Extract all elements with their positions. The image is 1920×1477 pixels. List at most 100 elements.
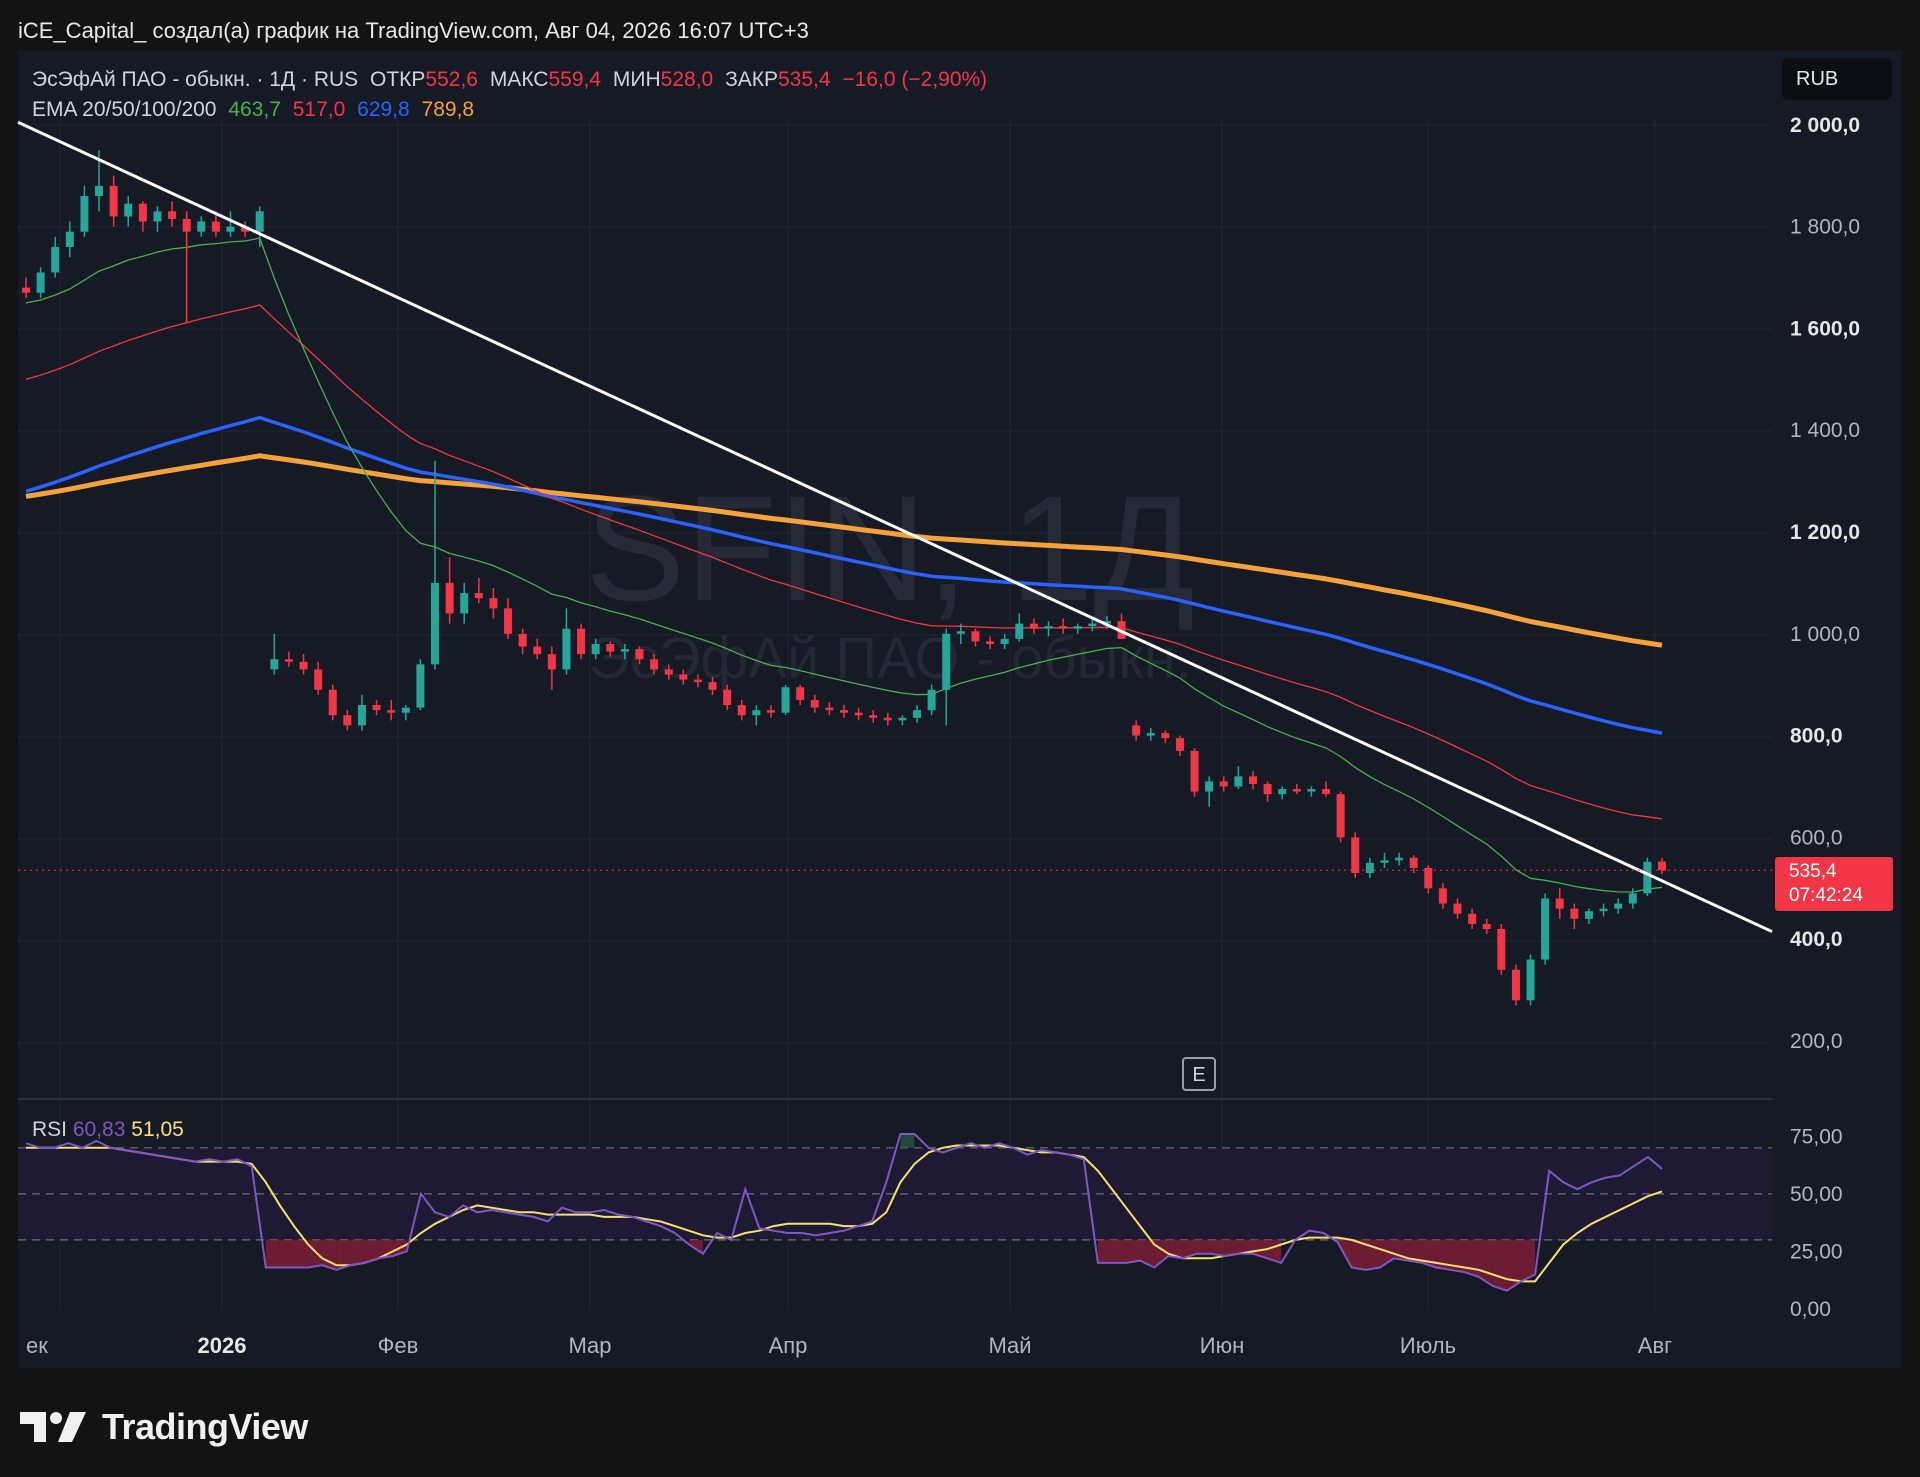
candle-body: [620, 649, 629, 652]
candle-body: [723, 689, 732, 706]
candle-body: [547, 654, 556, 670]
x-tick-label: Май: [988, 1333, 1031, 1358]
candle-body: [1409, 857, 1418, 868]
candle-body: [1438, 888, 1447, 904]
rsi-oversold-fill: [1196, 1239, 1211, 1254]
change-value: −16,0 (−2,90%): [842, 68, 988, 91]
candle-body: [1570, 908, 1579, 919]
watermark-name: ЭсЭфАй ПАО - обыкн.: [588, 626, 1192, 691]
x-tick-label: Авг: [1638, 1333, 1672, 1358]
candle-body: [869, 715, 878, 718]
candle-body: [401, 707, 410, 713]
rsi-oversold-fill: [1097, 1239, 1112, 1263]
rsi-y-tick-label: 75,00: [1790, 1125, 1843, 1148]
candle-body: [796, 687, 805, 700]
candle-body: [1263, 783, 1272, 795]
symbol-name[interactable]: ЭсЭфАй ПАО - обыкн. · 1Д · RUS: [32, 68, 359, 91]
candle-body: [1658, 861, 1666, 871]
candle-body: [1073, 626, 1082, 629]
candle-body: [1497, 929, 1506, 970]
candle-body: [1307, 789, 1316, 792]
x-tick-label: Апр: [769, 1333, 808, 1358]
last-price-badge: 535,4 07:42:24: [1775, 857, 1893, 911]
y-tick-label: 1 200,0: [1790, 521, 1860, 544]
candle-body: [986, 641, 995, 644]
low-value: 528,0: [660, 68, 714, 91]
candle-body: [591, 643, 600, 655]
rsi-overbought-fill: [900, 1133, 915, 1148]
candle-body: [124, 203, 133, 217]
tradingview-logo[interactable]: TradingView: [20, 1402, 308, 1452]
y-tick-label: 200,0: [1790, 1030, 1843, 1053]
low-label: МИН: [612, 68, 661, 91]
rsi-oversold-fill: [1253, 1239, 1268, 1259]
candle-body: [1468, 913, 1477, 924]
candle-body: [1132, 725, 1141, 736]
ema-label: EMA 20/50/100/200: [32, 98, 217, 121]
rsi-oversold-fill: [1351, 1239, 1366, 1270]
candle-body: [474, 593, 483, 599]
rsi-ma-line: [26, 1144, 1663, 1283]
rsi-oversold-fill: [293, 1239, 309, 1268]
y-tick-label: 600,0: [1790, 826, 1843, 849]
candle-body: [533, 646, 542, 655]
rsi-oversold-fill: [350, 1239, 365, 1266]
candle-body: [1322, 789, 1331, 795]
ema200-value: 789,8: [421, 98, 475, 121]
x-tick-label: 2026: [198, 1333, 247, 1358]
candle-body: [270, 659, 279, 670]
rsi-oversold-fill: [1224, 1239, 1239, 1257]
rsi-ma-value: 51,05: [131, 1118, 184, 1141]
tradingview-logo-icon: [20, 1412, 86, 1442]
rsi-oversold-fill: [265, 1239, 280, 1268]
rsi-y-tick-label: 25,00: [1790, 1240, 1843, 1263]
candle-body: [95, 185, 104, 197]
candle-body: [445, 582, 454, 614]
x-tick-label: Июн: [1200, 1333, 1244, 1358]
candle-body: [211, 221, 220, 232]
candle-body: [1351, 837, 1360, 874]
candle-body: [971, 631, 980, 642]
candle-body: [1278, 789, 1287, 795]
candle-body: [284, 659, 293, 662]
rsi-oversold-fill: [1182, 1239, 1197, 1259]
ema-legend[interactable]: EMA 20/50/100/200 463,7 517,0 629,8 789,…: [32, 98, 480, 122]
ema20-value: 463,7: [228, 98, 281, 121]
y-tick-label: 800,0: [1790, 725, 1843, 748]
candle-body: [460, 593, 469, 614]
candle-body: [22, 287, 30, 293]
candle-body: [664, 669, 673, 675]
y-tick-label: 1 400,0: [1790, 419, 1860, 442]
candle-body: [182, 218, 191, 232]
candle-body: [80, 196, 89, 232]
candle-body: [942, 633, 951, 690]
rsi-oversold-fill: [1210, 1239, 1225, 1257]
currency-button[interactable]: RUB: [1782, 58, 1892, 100]
ema50-value: 517,0: [292, 98, 346, 121]
candle-body: [387, 710, 396, 713]
candle-body: [1249, 776, 1257, 784]
candle-body: [168, 211, 177, 219]
candle-body: [1584, 911, 1593, 919]
rsi-oversold-fill: [1436, 1239, 1451, 1270]
candle-body: [1292, 789, 1301, 792]
candle-body: [372, 705, 381, 711]
candle-body: [766, 710, 775, 713]
earnings-event-marker[interactable]: E: [1182, 1057, 1216, 1091]
candle-body: [737, 705, 746, 716]
candle-body: [431, 582, 439, 665]
ohlc-legend: ЭсЭфАй ПАО - обыкн. · 1Д · RUS ОТКР552,6…: [32, 68, 993, 92]
candle-body: [328, 689, 337, 716]
rsi-oversold-fill: [1450, 1239, 1465, 1273]
x-tick-label: Фев: [378, 1333, 419, 1358]
y-tick-label: 1 000,0: [1790, 623, 1860, 646]
candle-body: [1015, 623, 1024, 639]
close-value: 535,4: [778, 68, 831, 91]
chart-attribution: iCE_Capital_ создал(а) график на Trading…: [18, 18, 809, 43]
candle-body: [255, 211, 264, 232]
candle-body: [1365, 862, 1374, 874]
rsi-legend[interactable]: RSI 60,83 51,05: [32, 1118, 184, 1142]
candle-body: [1541, 898, 1550, 960]
candle-body: [1205, 781, 1214, 792]
rsi-oversold-fill: [1506, 1239, 1521, 1291]
